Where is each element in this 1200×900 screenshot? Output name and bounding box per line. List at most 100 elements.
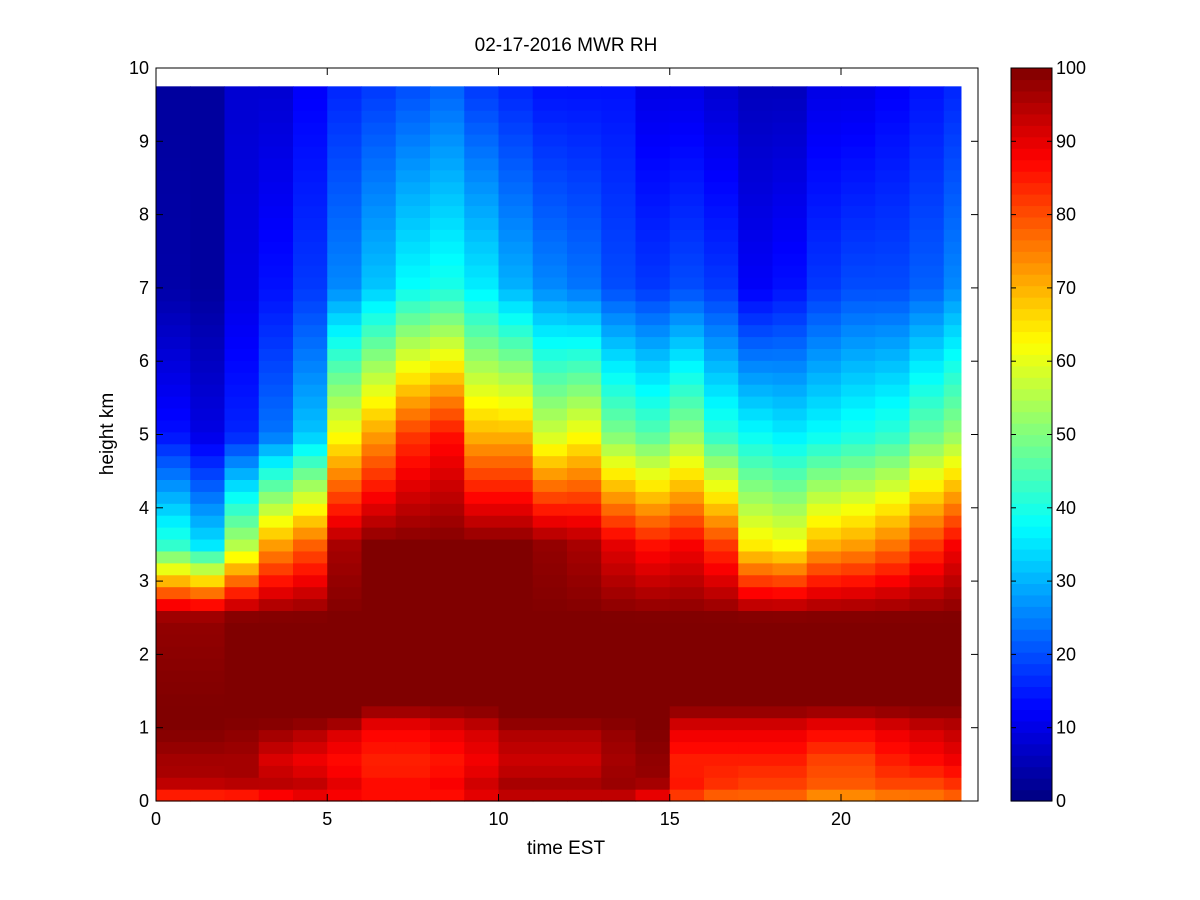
heatmap-cell [806,145,842,159]
heatmap-cell [806,574,842,588]
heatmap-cell [224,586,260,600]
heatmap-cell [190,550,226,564]
heatmap-cell [395,669,431,683]
heatmap-cell [601,276,637,290]
heatmap-cell [224,300,260,314]
heatmap-cell [293,264,328,278]
heatmap-cell [772,705,808,719]
heatmap-cell [293,538,328,552]
heatmap-cell [498,491,534,504]
heatmap-cell [943,729,962,743]
heatmap-cell [704,431,739,445]
heatmap-cell [909,479,945,492]
heatmap-cell [190,622,226,635]
heatmap-cell [704,157,739,171]
heatmap-cell [395,217,431,230]
heatmap-cell [704,181,739,195]
heatmap-cell [704,205,739,218]
heatmap-cell [909,646,945,659]
heatmap-cell [601,336,637,349]
heatmap-cell [361,396,397,409]
heatmap-cell [875,157,911,171]
heatmap-cell [635,276,671,290]
heatmap-cell [258,122,294,135]
heatmap-cell [464,574,500,588]
heatmap-cell [361,241,397,254]
heatmap-cell [190,407,226,421]
heatmap-cell [601,312,637,326]
heatmap-cell [909,122,945,135]
heatmap-cell [738,336,774,349]
heatmap-cell [635,527,671,540]
heatmap-cell [532,348,568,361]
heatmap-cell [498,276,534,290]
x-axis-ticks: 0 5 10 15 20 [151,68,851,829]
heatmap-cell [532,741,568,754]
heatmap-cell [704,550,739,564]
heatmap-cell [532,622,568,635]
heatmap-cell [156,705,191,719]
heatmap-cell [943,586,962,600]
heatmap-cell [293,765,328,778]
heatmap-cell [909,98,945,111]
heatmap-cell [601,110,637,123]
colorbar-step [1011,308,1052,321]
heatmap-cell [806,193,842,207]
heatmap-cell [601,407,637,421]
heatmap-cell [327,324,363,338]
heatmap-cell [532,729,568,743]
heatmap-cell [258,300,294,314]
heatmap-cell [738,658,774,671]
heatmap-cell [704,717,739,731]
heatmap-cell [841,669,876,683]
heatmap-cell [669,300,705,314]
heatmap-cell [567,455,602,469]
colorbar-step [1011,125,1052,138]
heatmap-cell [841,550,876,564]
heatmap-cell [430,133,465,147]
heatmap-cell [567,634,602,647]
heatmap-cell [909,491,945,504]
heatmap-cell [875,550,911,564]
heatmap-cell [943,336,962,349]
heatmap-cell [430,598,465,612]
heatmap-cell [601,562,637,576]
heatmap-cell [156,431,191,445]
heatmap-cell [772,646,808,659]
heatmap-cell [806,491,842,504]
heatmap-cell [498,264,534,278]
heatmap-cell [224,741,260,754]
heatmap-cell [293,324,328,338]
heatmap-cell [601,253,637,266]
heatmap-cell [875,396,911,409]
heatmap-cell [704,467,739,480]
heatmap-cell [293,717,328,731]
heatmap-cell [327,538,363,552]
heatmap-cell [635,241,671,254]
heatmap-cell [772,264,808,278]
heatmap-cell [498,515,534,528]
colorbar-step [1011,468,1052,481]
heatmap-cell [224,217,260,230]
heatmap-cell [943,407,962,421]
y-tick-label: 8 [139,205,149,225]
colorbar-step [1011,686,1052,699]
heatmap-cell [395,717,431,731]
heatmap-cell [806,431,842,445]
heatmap-cell [601,98,637,111]
heatmap-cell [532,717,568,731]
heatmap-cell [156,717,191,731]
heatmap-cell [806,157,842,171]
heatmap-cell [361,264,397,278]
heatmap-cell [601,610,637,623]
heatmap-cell [943,253,962,266]
heatmap-cell [943,157,962,171]
heatmap-cell [738,443,774,457]
heatmap-cell [464,693,500,707]
heatmap-cell [156,753,191,766]
heatmap-cell [841,157,876,171]
heatmap-cell [738,717,774,731]
heatmap-cell [293,753,328,766]
colorbar-step [1011,629,1052,642]
y-tick-label: 3 [139,571,149,591]
